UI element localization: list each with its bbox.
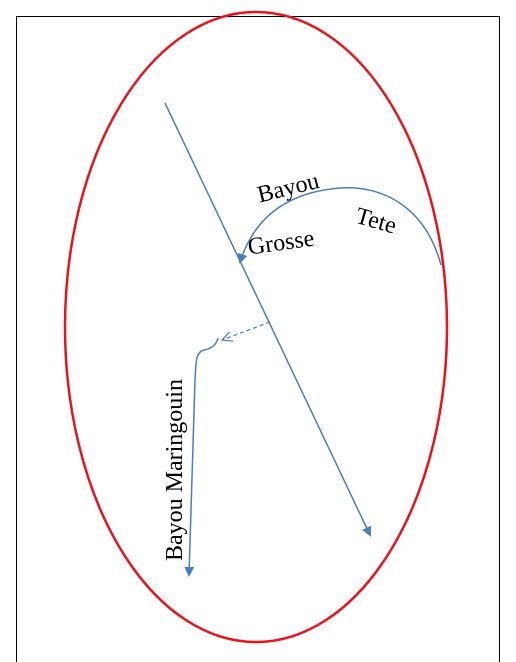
grosse-tete-arrow: [237, 186, 442, 266]
dashed-link: [222, 321, 271, 340]
ellipse: [63, 10, 449, 644]
label-grosse: Grosse: [246, 226, 316, 261]
main-channel: [164, 102, 372, 537]
label-maringouin: Bayou Maringouin: [162, 379, 188, 561]
label-tete: Tete: [353, 203, 400, 239]
frame: [16, 16, 500, 662]
maringouin-arrow: [184, 337, 219, 577]
